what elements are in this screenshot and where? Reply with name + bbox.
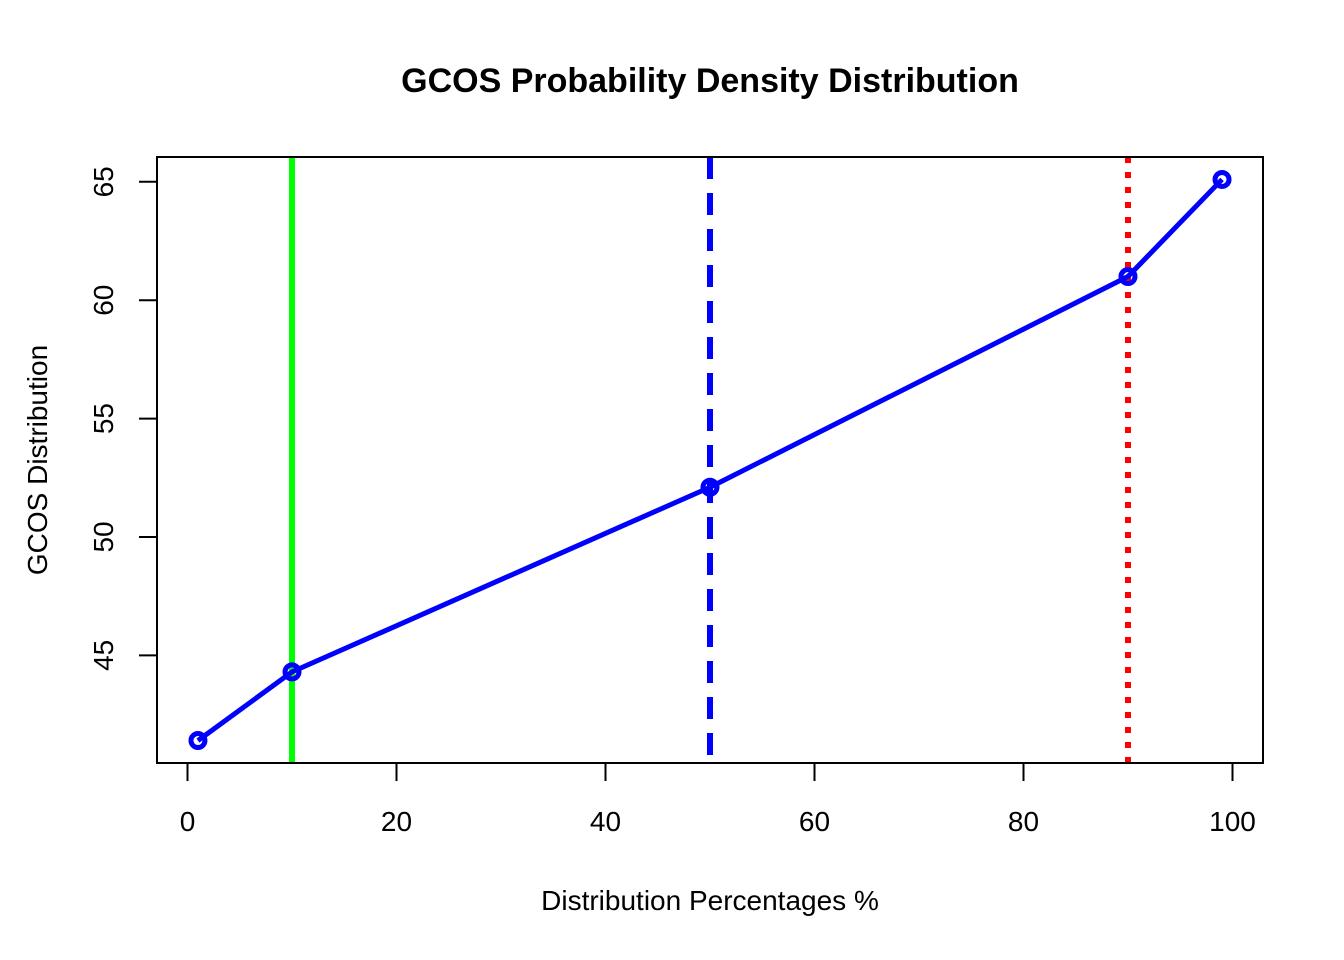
x-tick-label: 40: [590, 806, 621, 837]
x-tick-label: 80: [1008, 806, 1039, 837]
series-line: [196, 177, 1224, 743]
data-point: [188, 731, 208, 751]
data-point: [282, 662, 302, 682]
x-tick-label: 0: [180, 806, 196, 837]
x-tick-label: 60: [799, 806, 830, 837]
y-tick-label: 55: [88, 403, 119, 434]
y-tick-label: 60: [88, 285, 119, 316]
y-axis-label: GCOS Distribution: [22, 345, 53, 575]
series-group: [188, 169, 1232, 751]
y-tick-label: 50: [88, 521, 119, 552]
y-tick-label: 65: [88, 166, 119, 197]
reference-lines: [289, 157, 1131, 763]
x-axis-label: Distribution Percentages %: [541, 885, 879, 916]
y-axis: 45 50 55 60 65: [88, 166, 158, 671]
chart-title: GCOS Probability Density Distribution: [401, 62, 1019, 100]
data-point: [700, 477, 720, 497]
data-point: [1118, 267, 1138, 287]
y-tick-label: 45: [88, 640, 119, 671]
x-tick-label: 20: [381, 806, 412, 837]
data-point: [1212, 169, 1232, 189]
x-axis: 0 20 40 60 80 100: [180, 762, 1256, 837]
x-tick-label: 100: [1209, 806, 1256, 837]
